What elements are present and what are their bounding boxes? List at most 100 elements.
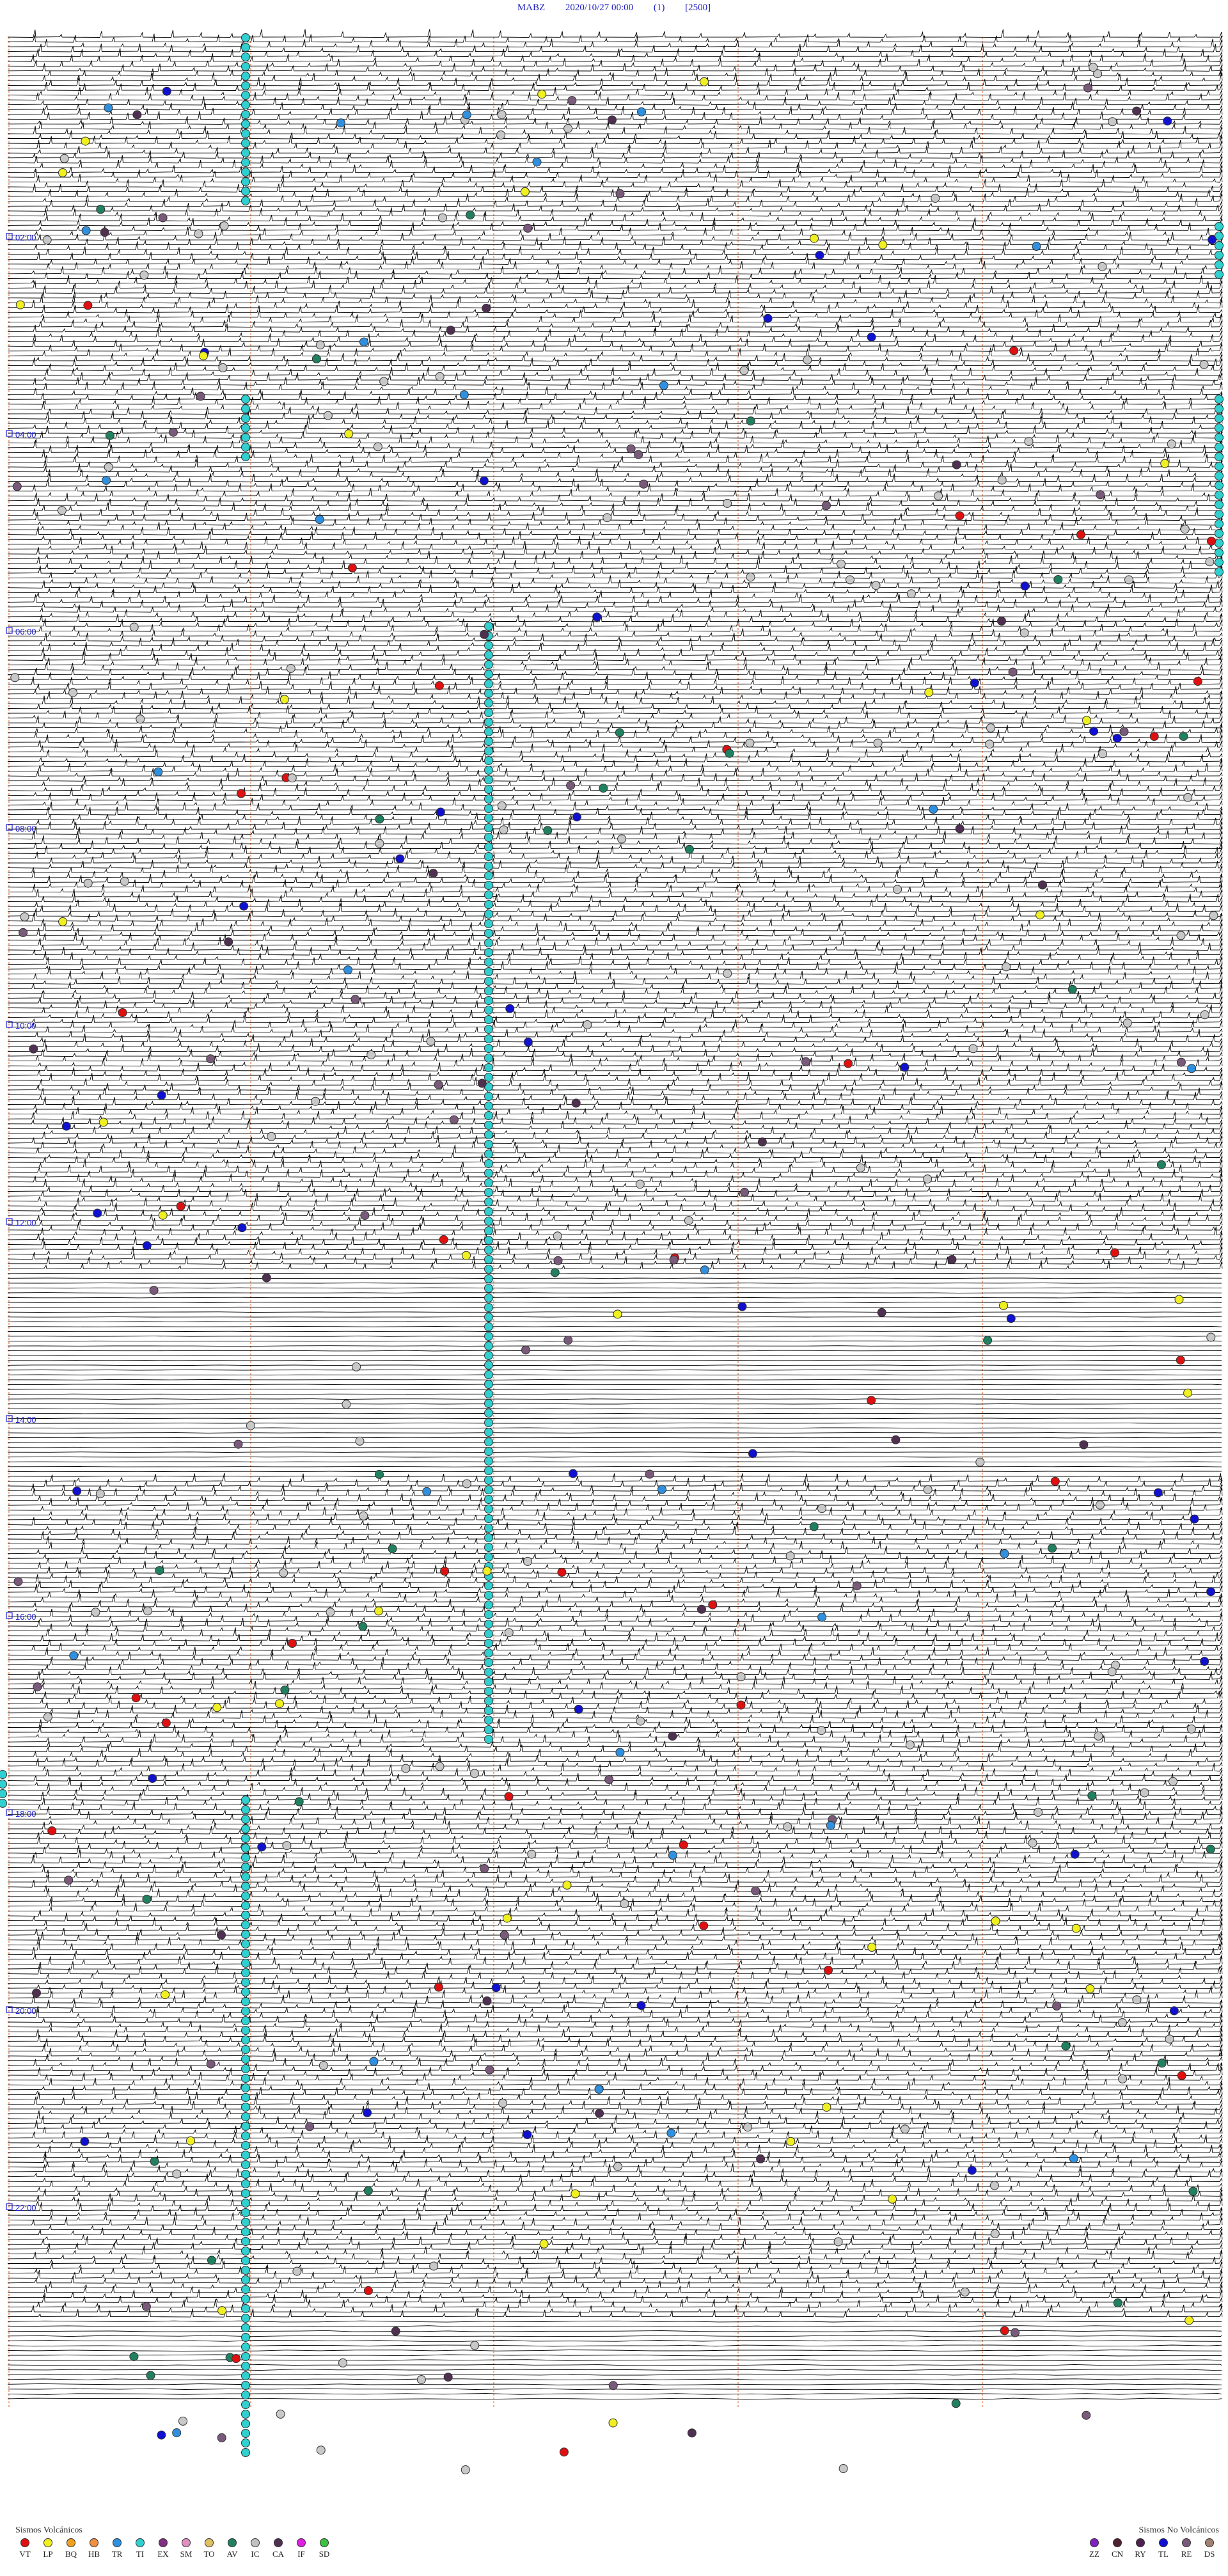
seismic-event-marker — [1067, 984, 1077, 994]
trace-line — [7, 1554, 1223, 1564]
seismic-event-marker — [620, 1899, 629, 1908]
trace-line — [7, 376, 1223, 386]
seismic-event-marker — [783, 1822, 792, 1831]
trace-line — [7, 1364, 1222, 1366]
trace-line — [7, 1412, 1222, 1414]
seismic-event-marker — [1169, 1777, 1177, 1786]
tremor-marker — [484, 1629, 493, 1638]
seismic-event-marker — [877, 1308, 886, 1317]
seismic-event-marker — [1002, 962, 1011, 972]
helicorder-plot: 02:00 04:00 06:00 08:00 10:00 12:00 14:00 16:00… — [0, 29, 1224, 2474]
tremor-marker — [241, 1940, 250, 1948]
trace-line — [7, 985, 1223, 994]
seismic-event-marker — [786, 2137, 796, 2146]
seismic-event-marker — [1160, 459, 1170, 468]
seismic-event-marker — [970, 678, 979, 688]
seismic-event-marker — [543, 826, 553, 835]
seismic-event-marker — [482, 303, 491, 313]
trace-line — [8, 1004, 1223, 1014]
seismic-event-marker — [569, 1469, 578, 1478]
seismic-event-marker — [1163, 116, 1172, 126]
tremor-marker — [484, 1495, 493, 1504]
tremor-marker — [484, 1293, 493, 1302]
tremor-marker — [241, 2362, 250, 2371]
seismic-event-marker — [844, 1059, 853, 1068]
seismic-event-marker — [1008, 667, 1018, 677]
tremor-marker — [484, 641, 493, 650]
seismic-event-marker — [997, 475, 1007, 485]
seismic-event-marker — [1165, 2034, 1174, 2044]
tremor-marker — [484, 1361, 493, 1370]
seismic-event-marker — [449, 1115, 459, 1125]
trace-line — [7, 2076, 1223, 2086]
trace-line — [7, 304, 1223, 313]
seismic-event-marker — [989, 2181, 999, 2190]
tremor-marker — [241, 1892, 250, 1900]
trace-line — [7, 1120, 1223, 1130]
seismic-event-marker — [369, 2057, 379, 2066]
trace-line — [7, 1067, 1223, 1077]
seismic-event-marker — [967, 2165, 977, 2175]
legend-code: AV — [226, 2549, 238, 2559]
hour-marker-icon — [6, 627, 13, 634]
trace-line — [7, 541, 1223, 550]
seismic-event-marker — [68, 688, 77, 697]
trace-line — [7, 2183, 1223, 2192]
seismic-event-marker — [1193, 677, 1202, 686]
legend-volcanic-av: AV — [223, 2538, 242, 2559]
trace-line — [7, 2134, 1223, 2144]
seismic-event-marker — [347, 563, 357, 573]
tremor-marker — [1215, 452, 1224, 461]
seismic-event-marker — [1177, 2071, 1186, 2080]
trace-line — [7, 936, 1223, 946]
trace-line — [7, 2388, 1222, 2390]
tremor-marker — [241, 1959, 250, 1968]
tremor-marker — [484, 1188, 493, 1197]
tremor-marker — [484, 948, 493, 957]
trace-line — [7, 835, 1223, 844]
trace-line — [7, 2028, 1223, 2037]
trace-line — [7, 77, 1223, 86]
seismic-event-marker — [80, 2137, 90, 2146]
trace-line — [8, 1564, 1223, 1574]
seismic-event-marker — [924, 688, 934, 697]
trace-line — [7, 1184, 1223, 1192]
trace-line — [7, 1704, 1223, 1714]
trace-line — [7, 1811, 1223, 1820]
trace-line — [7, 1579, 1223, 1588]
seismic-event-marker — [1052, 2002, 1062, 2011]
seismic-event-marker — [422, 1487, 432, 1496]
tremor-marker — [484, 1677, 493, 1686]
trace-line — [7, 154, 1223, 164]
seismic-event-marker — [1048, 1544, 1057, 1553]
tremor-marker — [484, 1217, 493, 1226]
trace-line — [7, 313, 1223, 323]
helicorder-header: MABZ 2020/10/27 00:00 (1) [2500] — [0, 0, 1228, 15]
seismic-event-marker — [679, 1840, 688, 1850]
trace-line — [8, 328, 1223, 338]
trace-line — [7, 2335, 1222, 2337]
trace-line — [7, 1389, 1222, 1390]
tremor-marker — [484, 919, 493, 928]
trace-line — [7, 1241, 1223, 1251]
trace-line — [7, 183, 1223, 193]
trace-line — [7, 855, 1223, 864]
seismic-event-marker — [550, 1268, 560, 1277]
seismic-event-marker — [594, 2085, 604, 2094]
seismic-event-marker — [218, 363, 228, 372]
seismic-event-marker — [336, 118, 345, 128]
trace-line — [7, 1651, 1223, 1661]
tremor-marker — [484, 1581, 493, 1590]
trace-line — [7, 159, 1223, 168]
tremor-marker — [484, 1725, 493, 1734]
seismic-event-marker — [990, 2229, 1000, 2238]
seismic-event-marker — [505, 1004, 515, 1013]
trace-line — [7, 2259, 1223, 2270]
seismic-event-marker — [867, 1943, 877, 1952]
seismic-event-marker — [504, 1792, 514, 1801]
tremor-marker — [484, 699, 493, 707]
trace-line — [7, 651, 1223, 661]
legend-volcanic-bq: BQ — [61, 2538, 81, 2559]
seismic-event-marker — [498, 2098, 508, 2108]
seismic-event-marker — [104, 103, 113, 113]
